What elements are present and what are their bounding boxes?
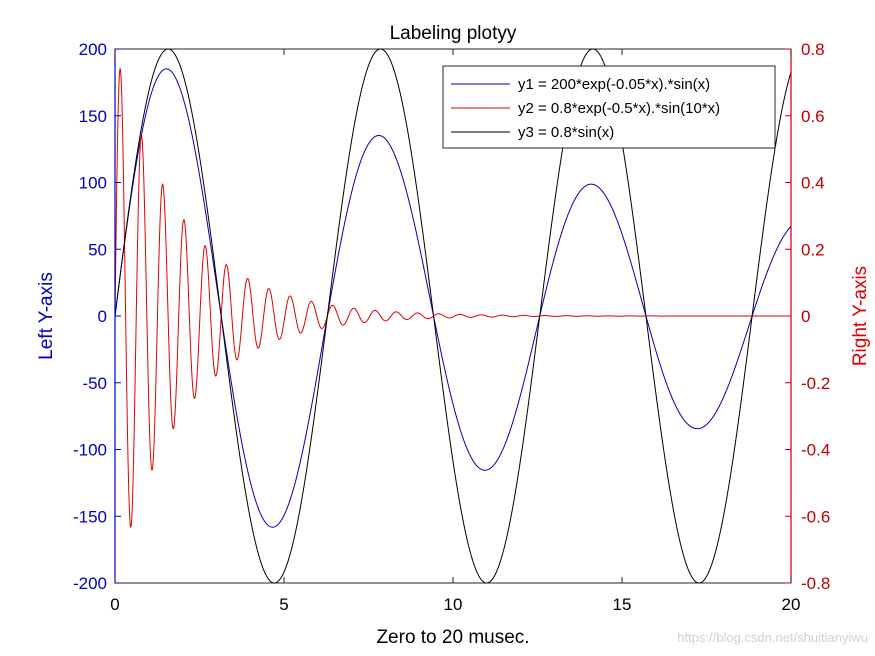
legend-label-y1: y1 = 200*exp(-0.05*x).*sin(x) [518, 76, 710, 93]
right-y-tick-label: -0.4 [801, 441, 830, 460]
series-line-y3 [114, 48, 792, 584]
left-y-tick-label: 100 [79, 174, 107, 193]
right-y-axis-label: Right Y-axis [850, 266, 871, 366]
watermark-text: https://blog.csdn.net/shuitianyiwu [677, 630, 868, 645]
right-y-tick-label: 0.2 [801, 240, 825, 259]
series-line-y1 [114, 68, 792, 528]
series-line-y2 [114, 67, 791, 528]
right-y-tick-label: 0.8 [801, 40, 825, 59]
left-y-tick-label: 200 [79, 40, 107, 59]
x-tick-label: 5 [279, 595, 288, 614]
legend-label-y3: y3 = 0.8*sin(x) [518, 124, 614, 141]
left-y-tick-label: -150 [73, 507, 107, 526]
left-y-tick-label: -50 [82, 374, 107, 393]
series-layer [114, 48, 792, 584]
right-y-tick-label: 0 [801, 307, 810, 326]
right-y-tick-label: 0.6 [801, 107, 825, 126]
right-y-tick-label: -0.2 [801, 374, 830, 393]
x-tick-label: 10 [444, 595, 463, 614]
right-y-tick-label: 0.4 [801, 174, 825, 193]
chart-title: Labeling plotyy [390, 23, 517, 44]
legend-box [442, 65, 776, 149]
right-y-tick-label: -0.6 [801, 507, 830, 526]
x-tick-label: 15 [613, 595, 632, 614]
left-y-tick-label: 0 [98, 307, 107, 326]
x-axis-label: Zero to 20 musec. [376, 627, 529, 648]
left-y-tick-label: -100 [73, 441, 107, 460]
right-y-tick-label: -0.8 [801, 574, 830, 593]
left-y-tick-label: -200 [73, 574, 107, 593]
legend: y1 = 200*exp(-0.05*x).*sin(x) y2 = 0.8*e… [442, 65, 776, 149]
x-tick-label: 20 [782, 595, 801, 614]
left-y-axis-label: Left Y-axis [36, 272, 57, 360]
x-tick-label: 0 [110, 595, 119, 614]
axis-layer: 0 5 10 15 20 200 150 100 50 0 -50 -100 -150 -200 0.8 0.… [73, 40, 830, 614]
left-y-tick-label: 150 [79, 107, 107, 126]
legend-label-y2: y2 = 0.8*exp(-0.5*x).*sin(10*x) [518, 100, 720, 117]
left-y-tick-label: 50 [88, 240, 107, 259]
